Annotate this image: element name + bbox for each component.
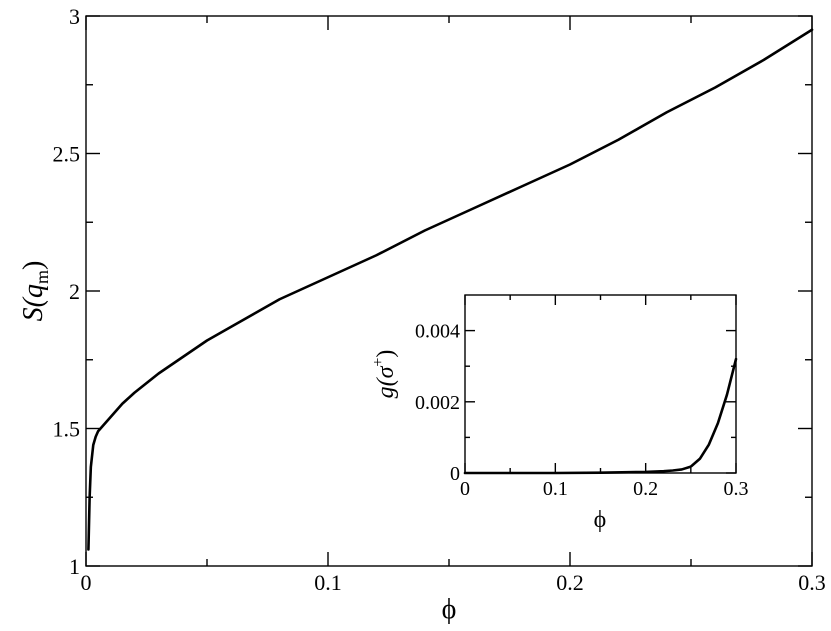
main-tick-labels: 0 0.1 0.2 0.3 1 1.5 2 2.5 3: [53, 4, 826, 595]
main-y-tick-label: 1.5: [53, 417, 81, 442]
inset-y-tick-label: 0.002: [415, 392, 460, 414]
inset-x-tick-label: 0: [460, 478, 470, 500]
inset-chart: 0 0.1 0.2 0.3 0 0.002 0.004 ϕ g(σ+): [370, 294, 749, 533]
inset-y-label-close: ): [373, 350, 399, 358]
inset-tick-labels: 0 0.1 0.2 0.3 0 0.002 0.004: [415, 321, 749, 500]
inset-x-tick-label: 0.1: [543, 478, 568, 500]
main-x-tick-label: 0: [81, 570, 92, 595]
inset-y-tick-label: 0: [450, 463, 460, 485]
inset-x-axis-label: ϕ: [594, 507, 607, 533]
main-y-tick-label: 3: [69, 4, 80, 29]
inset-y-axis-label: g(σ+): [370, 350, 399, 399]
main-x-axis-label: ϕ: [442, 594, 457, 625]
main-y-tick-label: 2: [69, 279, 80, 304]
main-y-label-close: ): [18, 261, 49, 270]
main-x-tick-label: 0.1: [314, 570, 342, 595]
main-x-tick-label: 0.3: [798, 570, 826, 595]
main-y-tick-label: 1: [69, 554, 80, 579]
inset-y-tick-label: 0.004: [415, 321, 460, 343]
main-x-tick-label: 0.2: [556, 570, 584, 595]
main-series-line: [87, 28, 814, 551]
inset-y-label-sup: +: [370, 358, 387, 367]
main-y-label-sub: m: [32, 270, 52, 284]
inset-y-label-main: g(σ: [373, 365, 399, 398]
main-y-axis-label: S(qm): [18, 261, 52, 322]
main-y-label-main: S(q: [18, 284, 49, 321]
inset-plot-background: [465, 295, 736, 473]
main-plot-frame: [85, 15, 813, 567]
main-ticks: [85, 15, 813, 567]
inset-ticks: [464, 295, 737, 474]
inset-series-line: [463, 357, 738, 475]
main-y-tick-label: 2.5: [53, 142, 81, 167]
inset-x-tick-label: 0.3: [724, 478, 749, 500]
main-chart: 0 0.1 0.2 0.3 1 1.5 2 2.5 3 ϕ S(qm): [18, 4, 826, 625]
inset-x-tick-label: 0.2: [633, 478, 658, 500]
